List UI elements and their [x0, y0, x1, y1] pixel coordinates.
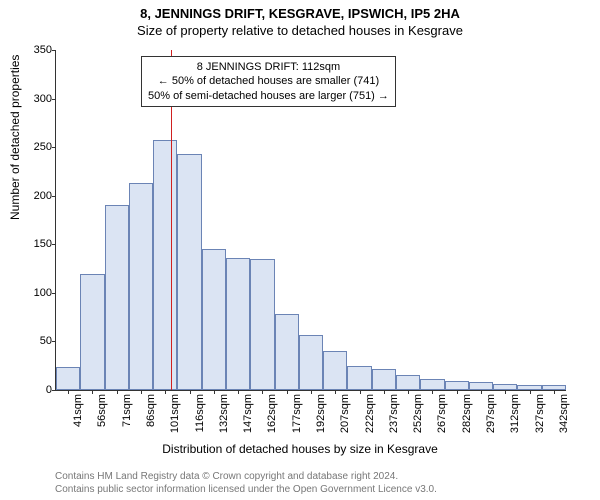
x-tick-mark	[311, 390, 312, 394]
histogram-bar	[372, 369, 396, 390]
x-tick-mark	[214, 390, 215, 394]
x-tick-mark	[92, 390, 93, 394]
histogram-bar	[299, 335, 323, 390]
x-tick-mark	[165, 390, 166, 394]
x-tick-label: 312sqm	[509, 394, 521, 433]
histogram-bar	[56, 367, 80, 390]
annotation-line2: ← 50% of detached houses are smaller (74…	[148, 74, 389, 88]
x-tick-label: 86sqm	[145, 394, 157, 427]
histogram-bar	[226, 258, 250, 390]
x-tick-label: 177sqm	[291, 394, 303, 433]
y-tick-mark	[52, 341, 56, 342]
histogram-bar	[153, 140, 177, 390]
y-tick-mark	[52, 390, 56, 391]
histogram-bar	[347, 366, 371, 390]
x-tick-mark	[360, 390, 361, 394]
x-tick-mark	[117, 390, 118, 394]
annotation-box: 8 JENNINGS DRIFT: 112sqm ← 50% of detach…	[141, 56, 396, 107]
x-tick-mark	[287, 390, 288, 394]
x-tick-label: 207sqm	[339, 394, 351, 433]
footer-line1: Contains HM Land Registry data © Crown c…	[55, 471, 437, 484]
histogram-bar	[323, 351, 347, 390]
x-tick-label: 282sqm	[461, 394, 473, 433]
x-tick-mark	[384, 390, 385, 394]
x-tick-mark	[554, 390, 555, 394]
x-tick-label: 297sqm	[485, 394, 497, 433]
x-tick-label: 116sqm	[194, 394, 206, 432]
chart-area: 05010015020025030035041sqm56sqm71sqm86sq…	[55, 50, 565, 390]
x-tick-mark	[408, 390, 409, 394]
footer-line2: Contains public sector information licen…	[55, 484, 437, 497]
x-tick-label: 327sqm	[534, 394, 546, 433]
x-tick-label: 192sqm	[315, 394, 327, 433]
x-tick-mark	[481, 390, 482, 394]
x-tick-label: 132sqm	[218, 394, 230, 433]
chart-title-main: 8, JENNINGS DRIFT, KESGRAVE, IPSWICH, IP…	[0, 0, 600, 21]
x-tick-mark	[68, 390, 69, 394]
y-tick-label: 50	[22, 335, 52, 347]
x-tick-mark	[141, 390, 142, 394]
x-tick-label: 267sqm	[436, 394, 448, 433]
x-tick-mark	[432, 390, 433, 394]
annotation-line1: 8 JENNINGS DRIFT: 112sqm	[148, 60, 389, 74]
x-tick-label: 162sqm	[266, 394, 278, 433]
histogram-bar	[80, 274, 104, 390]
annotation-line3: 50% of semi-detached houses are larger (…	[148, 89, 389, 103]
y-tick-mark	[52, 50, 56, 51]
histogram-bar	[275, 314, 299, 390]
histogram-bar	[445, 381, 469, 390]
y-tick-mark	[52, 293, 56, 294]
histogram-bar	[250, 259, 274, 390]
y-tick-mark	[52, 244, 56, 245]
x-tick-mark	[505, 390, 506, 394]
x-tick-label: 237sqm	[388, 394, 400, 433]
x-tick-label: 101sqm	[169, 394, 181, 433]
x-tick-label: 252sqm	[412, 394, 424, 433]
y-tick-label: 100	[22, 287, 52, 299]
y-tick-label: 0	[22, 384, 52, 396]
histogram-bar	[396, 375, 420, 390]
histogram-bar	[129, 183, 153, 390]
y-tick-mark	[52, 99, 56, 100]
x-tick-mark	[238, 390, 239, 394]
x-tick-label: 222sqm	[364, 394, 376, 433]
histogram-bar	[105, 205, 129, 390]
y-tick-label: 200	[22, 190, 52, 202]
x-tick-mark	[530, 390, 531, 394]
x-tick-mark	[262, 390, 263, 394]
footer-credits: Contains HM Land Registry data © Crown c…	[55, 471, 437, 496]
x-axis-label: Distribution of detached houses by size …	[0, 442, 600, 456]
y-tick-label: 350	[22, 44, 52, 56]
histogram-bar	[202, 249, 226, 390]
x-tick-label: 56sqm	[96, 394, 108, 427]
x-tick-label: 41sqm	[72, 394, 84, 427]
y-tick-label: 300	[22, 93, 52, 105]
x-tick-label: 342sqm	[558, 394, 570, 433]
x-tick-label: 71sqm	[121, 394, 133, 427]
histogram-bar	[469, 382, 493, 390]
chart-title-sub: Size of property relative to detached ho…	[0, 21, 600, 38]
x-tick-mark	[335, 390, 336, 394]
x-tick-mark	[190, 390, 191, 394]
y-tick-mark	[52, 196, 56, 197]
histogram-bar	[177, 154, 201, 390]
histogram-bar	[420, 379, 444, 390]
y-tick-label: 150	[22, 238, 52, 250]
x-tick-label: 147sqm	[242, 394, 254, 433]
y-tick-label: 250	[22, 141, 52, 153]
y-axis-label: Number of detached properties	[8, 55, 22, 220]
x-tick-mark	[457, 390, 458, 394]
y-tick-mark	[52, 147, 56, 148]
